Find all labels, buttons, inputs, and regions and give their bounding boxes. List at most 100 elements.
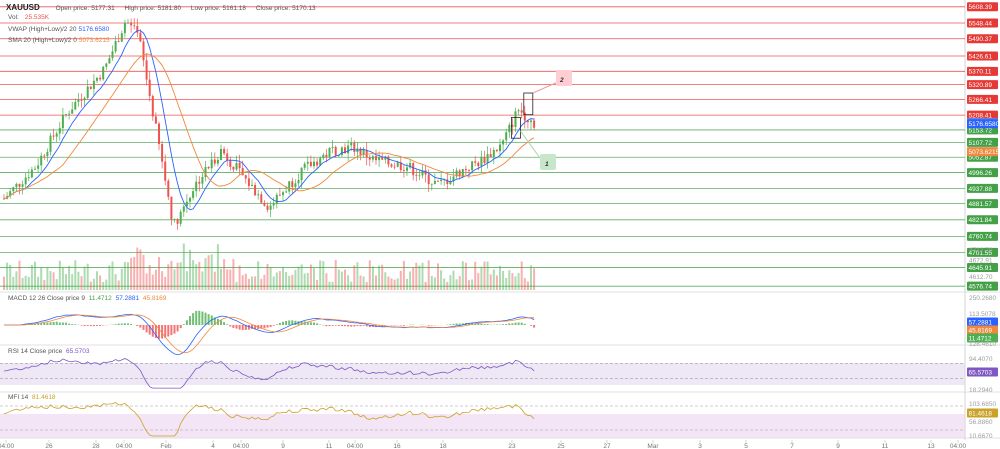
macd-histogram bbox=[21, 310, 536, 339]
candle-body bbox=[148, 79, 151, 97]
annotation-box-2[interactable] bbox=[523, 92, 534, 116]
candle-body bbox=[458, 170, 461, 177]
candle-body bbox=[18, 183, 21, 187]
volume-bar bbox=[117, 280, 120, 290]
macd-hist-bar bbox=[189, 316, 191, 325]
marker-5073.6215-label: 5073.6215 bbox=[969, 149, 1000, 156]
sma-label: SMA 20 (High+Low)/2 0 bbox=[8, 37, 77, 44]
price-tick-4672.91: 4672.91 bbox=[969, 258, 993, 265]
macd-hist-bar bbox=[347, 325, 350, 327]
volume-bar bbox=[176, 262, 179, 290]
rsi-axis-top: 94.4070 bbox=[969, 356, 993, 363]
volume-bar bbox=[294, 269, 297, 290]
support-4645.91-tag bbox=[967, 262, 998, 272]
candle-body bbox=[164, 161, 167, 181]
candle-body bbox=[375, 156, 377, 161]
macd-hist-bar bbox=[43, 322, 46, 325]
volume-bar bbox=[220, 268, 222, 290]
candle-body bbox=[399, 162, 402, 171]
candle-body bbox=[449, 181, 452, 185]
candle-body bbox=[502, 140, 505, 145]
volume-bar bbox=[514, 276, 517, 290]
time-tick-0: 04:00 bbox=[0, 443, 15, 449]
macd-hist-bar bbox=[235, 325, 238, 329]
volume-bar bbox=[68, 265, 71, 290]
candle-body bbox=[291, 181, 294, 188]
macd-hist-bar bbox=[167, 325, 170, 337]
volume-bar bbox=[142, 254, 145, 290]
candle-body bbox=[300, 167, 303, 181]
macd-hist-bar bbox=[254, 325, 257, 330]
symbol-label: XAUUSD bbox=[6, 3, 40, 12]
candle-body bbox=[9, 191, 12, 197]
ohlc-legend: XAUUSD Open price: 5177.31 High price: 518… bbox=[6, 3, 316, 12]
candle-body bbox=[526, 120, 529, 123]
volume-bar bbox=[3, 276, 5, 290]
candle-body bbox=[127, 22, 129, 24]
macd-hist-bar bbox=[350, 325, 353, 327]
candle-body bbox=[154, 116, 157, 124]
macd-hist-bar bbox=[34, 323, 36, 325]
volume-bar bbox=[347, 275, 350, 290]
macd-hist-bar bbox=[282, 321, 284, 325]
resistance-5208.41-label: 5208.41 bbox=[969, 113, 993, 120]
volume-bar bbox=[418, 265, 421, 290]
candle-body bbox=[15, 183, 18, 188]
candle-body bbox=[359, 148, 362, 155]
macd-hist-value-label: 11.4712 bbox=[969, 335, 992, 342]
macd-hist-bar bbox=[449, 324, 452, 325]
candle-body bbox=[247, 178, 250, 187]
macd-axis-bottom: 128.4610 bbox=[969, 341, 996, 348]
sma-line bbox=[3, 53, 535, 200]
macd-hist-bar bbox=[68, 323, 71, 325]
volume-bar bbox=[195, 264, 198, 290]
candle-body bbox=[495, 150, 498, 152]
candle-body bbox=[185, 201, 188, 207]
support-4645.91-label: 4645.91 bbox=[969, 265, 993, 272]
annotation-tag-2[interactable] bbox=[556, 70, 572, 86]
resistance-5370.11-tag bbox=[967, 66, 998, 76]
macd-hist-bar bbox=[486, 324, 489, 325]
candle-body bbox=[530, 120, 532, 123]
macd-hist-bar bbox=[461, 323, 464, 325]
mfi-value-tag bbox=[967, 408, 998, 418]
volume-bar bbox=[455, 279, 458, 290]
volume-bar bbox=[313, 268, 315, 290]
mfi-value: 81.4618 bbox=[32, 394, 56, 401]
candle-body bbox=[430, 183, 433, 185]
volume-bar bbox=[322, 261, 325, 290]
volume-bar bbox=[92, 278, 95, 290]
volume-bar bbox=[251, 276, 253, 290]
volume-bar bbox=[18, 260, 21, 290]
volume-bar bbox=[449, 275, 452, 290]
support-4996.26-tag bbox=[967, 168, 998, 178]
candle-body bbox=[278, 194, 281, 196]
macd-hist-bar bbox=[226, 324, 229, 325]
macd-line-value: 57.2881 bbox=[115, 295, 140, 302]
candle-body bbox=[421, 170, 424, 176]
volume-bar bbox=[399, 270, 402, 290]
volume-bar bbox=[49, 271, 52, 290]
candle-body bbox=[387, 156, 390, 165]
annotation-box-1[interactable] bbox=[510, 116, 521, 139]
volume-bar bbox=[353, 265, 356, 290]
time-tick-14: 27 bbox=[603, 443, 611, 449]
macd-hist-bar bbox=[297, 321, 300, 325]
candle-body bbox=[151, 96, 154, 117]
macd-hist-bar bbox=[337, 325, 340, 326]
candle-body bbox=[334, 146, 337, 156]
annotation-tag-1[interactable] bbox=[540, 154, 556, 170]
candle-body bbox=[46, 151, 49, 157]
volume-bar bbox=[468, 280, 470, 290]
macd-hist-bar bbox=[319, 324, 322, 325]
rsi-legend: RSI 14 Close price 65.5703 bbox=[8, 348, 90, 355]
macd-hist-bar bbox=[353, 325, 356, 327]
volume-bar bbox=[309, 264, 312, 290]
candle-body bbox=[409, 163, 412, 168]
candle-body bbox=[34, 168, 36, 170]
support-5107.72-label: 5107.72 bbox=[969, 140, 993, 147]
macd-hist-bar bbox=[223, 322, 226, 325]
resistance-5320.89-tag bbox=[967, 80, 998, 90]
candle-body bbox=[471, 161, 474, 171]
